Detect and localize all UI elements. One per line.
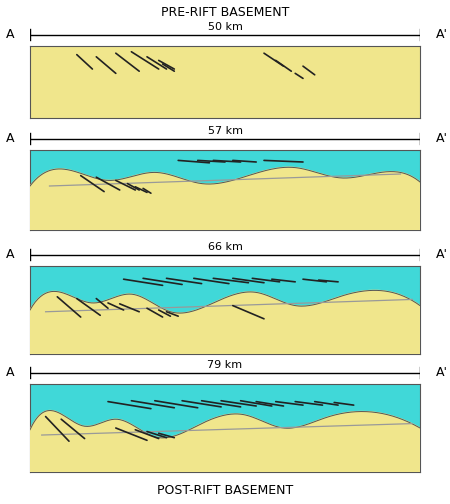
- Text: 57 km: 57 km: [207, 126, 243, 136]
- Text: A': A': [436, 133, 448, 145]
- Polygon shape: [30, 384, 420, 472]
- Text: 50 km: 50 km: [207, 22, 243, 32]
- Polygon shape: [30, 46, 420, 118]
- Polygon shape: [30, 150, 420, 230]
- Text: 79 km: 79 km: [207, 360, 243, 370]
- Text: A': A': [436, 248, 448, 261]
- Text: A': A': [436, 28, 448, 41]
- Text: A: A: [6, 248, 14, 261]
- Text: A: A: [6, 366, 14, 380]
- Polygon shape: [30, 266, 420, 354]
- Polygon shape: [30, 384, 420, 438]
- Text: PRE-RIFT BASEMENT: PRE-RIFT BASEMENT: [161, 6, 289, 19]
- Polygon shape: [30, 150, 420, 186]
- Text: A: A: [6, 133, 14, 145]
- Text: A': A': [436, 366, 448, 380]
- Polygon shape: [30, 266, 420, 313]
- Text: A: A: [6, 28, 14, 41]
- Text: 66 km: 66 km: [207, 242, 243, 252]
- Polygon shape: [30, 290, 420, 354]
- Text: POST-RIFT BASEMENT: POST-RIFT BASEMENT: [157, 483, 293, 496]
- Polygon shape: [30, 411, 420, 472]
- Polygon shape: [30, 167, 420, 230]
